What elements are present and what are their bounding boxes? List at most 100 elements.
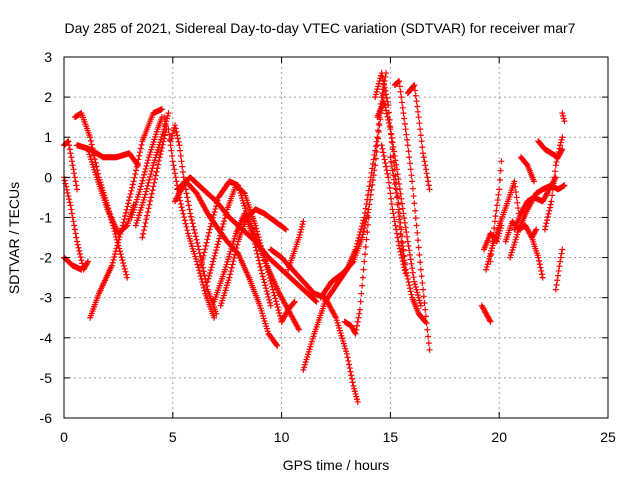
data-point xyxy=(365,214,372,221)
data-point xyxy=(364,229,371,236)
data-point xyxy=(120,262,127,269)
data-point xyxy=(206,226,213,233)
series-track-28 xyxy=(391,78,433,353)
data-point xyxy=(420,154,427,161)
data-point xyxy=(190,223,197,230)
data-point xyxy=(391,176,398,183)
data-point xyxy=(375,120,382,127)
data-point xyxy=(193,236,200,243)
data-point xyxy=(290,299,297,306)
data-point xyxy=(410,274,417,281)
data-point xyxy=(537,264,544,271)
data-point xyxy=(124,274,131,281)
data-point xyxy=(296,234,303,241)
data-point xyxy=(165,126,172,133)
axis-ticks: 0 5 10 15 20 25 -6 -5 -4 -3 -2 -1 0 1 2 3 xyxy=(40,49,616,445)
data-point xyxy=(383,167,390,174)
data-point xyxy=(512,183,519,190)
series-track-10 xyxy=(139,114,170,241)
data-point xyxy=(146,201,153,208)
data-point xyxy=(141,223,148,230)
data-point xyxy=(93,163,100,170)
data-point xyxy=(119,257,126,264)
data-point xyxy=(411,200,418,207)
data-point xyxy=(136,149,143,156)
data-point xyxy=(263,263,270,270)
data-point xyxy=(134,160,141,167)
data-point xyxy=(161,132,168,139)
data-point xyxy=(299,221,306,228)
data-point xyxy=(122,209,129,216)
data-point xyxy=(543,220,550,227)
data-point xyxy=(62,180,69,187)
data-point xyxy=(343,350,350,357)
data-point xyxy=(422,162,429,169)
data-point xyxy=(262,282,269,289)
data-point xyxy=(115,236,122,243)
data-point xyxy=(405,279,412,286)
data-point xyxy=(376,122,383,129)
series-track-27 xyxy=(378,142,409,277)
data-point xyxy=(401,215,408,222)
data-point xyxy=(369,181,376,188)
data-point xyxy=(388,201,395,208)
data-point xyxy=(545,210,552,217)
series-track-26 xyxy=(374,98,424,309)
data-point xyxy=(180,174,187,181)
y-tick-label: 0 xyxy=(44,169,52,185)
data-point xyxy=(382,104,389,111)
data-point xyxy=(422,166,429,173)
data-point xyxy=(405,148,412,155)
data-point xyxy=(360,266,367,273)
data-point xyxy=(419,144,426,151)
data-point xyxy=(401,115,408,122)
data-point xyxy=(84,258,91,265)
data-point xyxy=(70,218,77,225)
data-point xyxy=(201,287,208,294)
data-point xyxy=(128,187,135,194)
data-point xyxy=(162,129,169,136)
data-point xyxy=(405,242,412,249)
data-point xyxy=(68,158,75,165)
data-point xyxy=(267,302,274,309)
data-point xyxy=(351,385,358,392)
data-point xyxy=(559,134,566,141)
data-point xyxy=(373,138,380,145)
data-point xyxy=(382,160,389,167)
data-point xyxy=(153,168,160,175)
data-point xyxy=(406,160,413,167)
data-point xyxy=(485,258,492,265)
series-track-37 xyxy=(511,174,559,233)
data-point xyxy=(426,186,433,193)
data-point xyxy=(182,220,189,227)
data-point xyxy=(401,120,408,127)
data-point xyxy=(423,320,430,327)
data-point xyxy=(66,199,73,206)
data-point xyxy=(418,138,425,145)
data-point xyxy=(380,98,387,105)
data-point xyxy=(180,210,187,217)
data-point xyxy=(167,142,174,149)
data-point xyxy=(387,154,394,161)
data-point xyxy=(414,229,421,236)
data-point xyxy=(226,274,233,281)
data-point xyxy=(206,270,213,277)
data-point xyxy=(274,304,281,311)
data-point xyxy=(400,252,407,259)
data-point xyxy=(200,281,207,288)
data-point xyxy=(491,218,498,225)
data-point xyxy=(264,266,271,273)
data-point xyxy=(401,257,408,264)
data-point xyxy=(259,273,266,280)
data-point xyxy=(359,231,366,238)
data-point xyxy=(495,191,502,198)
data-point xyxy=(115,239,122,246)
data-point xyxy=(484,261,491,268)
data-point xyxy=(344,354,351,361)
y-axis-label: SDTVAR / TECUs xyxy=(6,182,22,294)
data-point xyxy=(408,260,415,267)
data-point xyxy=(183,223,190,230)
data-point xyxy=(187,213,194,220)
data-point xyxy=(193,258,200,265)
data-point xyxy=(398,94,405,101)
